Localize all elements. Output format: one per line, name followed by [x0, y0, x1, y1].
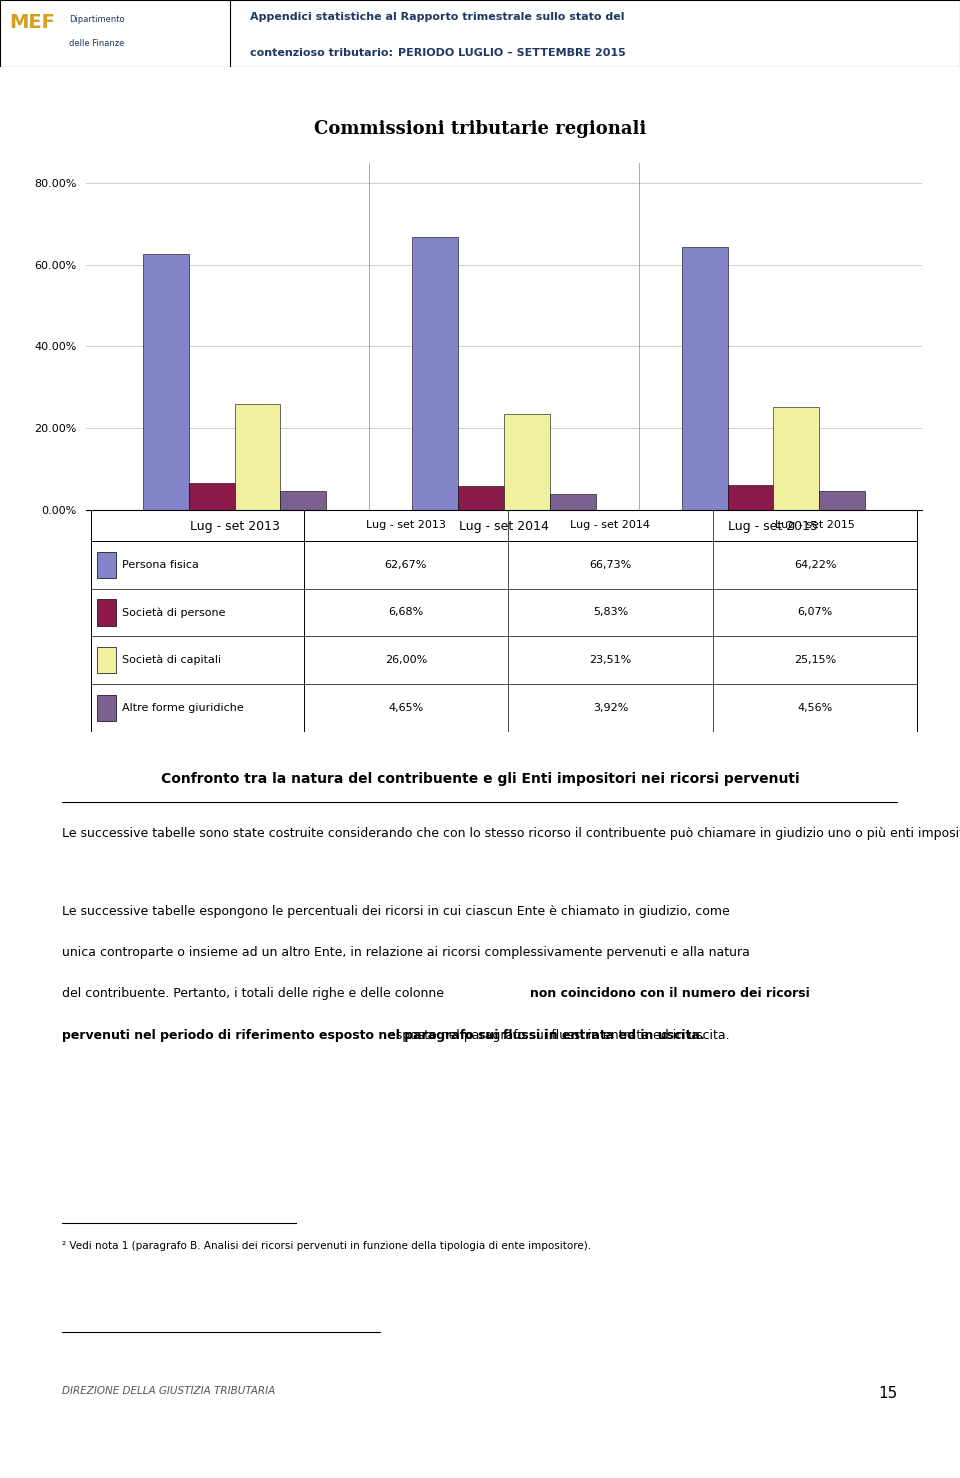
Text: Lug - set 2013: Lug - set 2013 [366, 520, 445, 531]
Text: Persona fisica: Persona fisica [122, 560, 199, 571]
Text: contenzioso tributario:: contenzioso tributario: [250, 47, 396, 58]
Bar [143, 254, 189, 510]
Text: 3,92%: 3,92% [593, 702, 628, 712]
Text: Società di capitali: Società di capitali [122, 655, 222, 665]
Text: 26,00%: 26,00% [385, 655, 427, 665]
Text: Società di persone: Società di persone [122, 607, 226, 618]
Text: Appendici statistiche al Rapporto trimestrale sullo stato del: Appendici statistiche al Rapporto trimes… [250, 12, 624, 22]
Bar [728, 485, 774, 510]
Text: 23,51%: 23,51% [589, 655, 632, 665]
Text: delle Finanze: delle Finanze [69, 38, 125, 47]
Bar [458, 486, 504, 510]
Bar [97, 551, 115, 578]
Bar [413, 238, 458, 510]
Text: Commissioni tributarie regionali: Commissioni tributarie regionali [314, 120, 646, 139]
Text: 25,15%: 25,15% [794, 655, 836, 665]
Text: pervenuti nel periodo di riferimento esposto nel paragrafo sui flussi in entrata: pervenuti nel periodo di riferimento esp… [62, 1029, 705, 1042]
Bar [504, 414, 550, 510]
Text: non coincidono con il numero dei ricorsi: non coincidono con il numero dei ricorsi [530, 987, 810, 1001]
Bar [819, 491, 865, 510]
Bar [682, 247, 728, 510]
Text: Le successive tabelle espongono le percentuali dei ricorsi in cui ciascun Ente è: Le successive tabelle espongono le perce… [62, 905, 731, 918]
Text: Dipartimento: Dipartimento [69, 15, 125, 24]
Bar [280, 491, 326, 510]
Text: esposto nel paragrafo sui flussi in entrata ed in uscita.: esposto nel paragrafo sui flussi in entr… [384, 1029, 730, 1042]
Text: Confronto tra la natura del contribuente e gli Enti impositori nei ricorsi perve: Confronto tra la natura del contribuente… [160, 772, 800, 786]
Bar [234, 403, 280, 510]
Text: Lug - set 2014: Lug - set 2014 [570, 520, 651, 531]
Text: 4,56%: 4,56% [798, 702, 832, 712]
Text: 5,83%: 5,83% [593, 607, 628, 618]
Bar [550, 494, 595, 510]
Text: 6,68%: 6,68% [388, 607, 423, 618]
Text: MEF: MEF [10, 13, 56, 33]
Text: 6,07%: 6,07% [798, 607, 832, 618]
Bar [97, 647, 115, 672]
Bar [97, 600, 115, 625]
Bar [97, 695, 115, 721]
Text: ² Vedi nota 1 (paragrafo B. Analisi dei ricorsi pervenuti in funzione della tipo: ² Vedi nota 1 (paragrafo B. Analisi dei … [62, 1242, 591, 1252]
Text: Le successive tabelle sono state costruite considerando che con lo stesso ricors: Le successive tabelle sono state costrui… [62, 828, 960, 840]
Bar [189, 483, 234, 510]
Text: PERIODO LUGLIO – SETTEMBRE 2015: PERIODO LUGLIO – SETTEMBRE 2015 [398, 47, 626, 58]
Text: 64,22%: 64,22% [794, 560, 836, 571]
Text: 66,73%: 66,73% [589, 560, 632, 571]
Text: 15: 15 [878, 1386, 898, 1401]
Text: 4,65%: 4,65% [388, 702, 423, 712]
Text: Altre forme giuridiche: Altre forme giuridiche [122, 702, 244, 712]
Text: 62,67%: 62,67% [385, 560, 427, 571]
Text: DIREZIONE DELLA GIUSTIZIA TRIBUTARIA: DIREZIONE DELLA GIUSTIZIA TRIBUTARIA [62, 1386, 276, 1395]
Text: unica controparte o insieme ad un altro Ente, in relazione ai ricorsi complessiv: unica controparte o insieme ad un altro … [62, 946, 751, 959]
Bar [774, 406, 819, 510]
Text: del contribuente. Pertanto, i totali delle righe e delle colonne: del contribuente. Pertanto, i totali del… [62, 987, 448, 1001]
Text: Lug - set 2015: Lug - set 2015 [775, 520, 855, 531]
